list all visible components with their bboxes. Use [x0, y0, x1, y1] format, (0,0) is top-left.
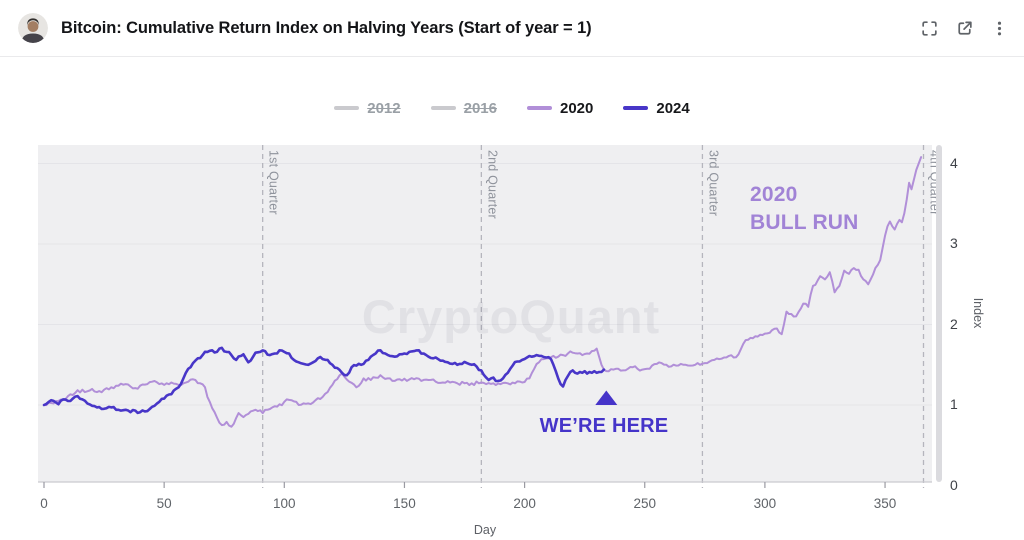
legend-swatch: [623, 106, 649, 110]
legend-swatch: [430, 106, 456, 110]
legend-item-2020[interactable]: 2020: [527, 100, 593, 117]
plot-area[interactable]: [0, 140, 1024, 540]
chart-legend: 2012 2016 2020 2024: [0, 96, 1024, 120]
x-tick-label: 350: [873, 496, 897, 511]
x-tick-label: 200: [513, 496, 536, 511]
fullscreen-button[interactable]: [915, 14, 944, 43]
x-tick-label: 100: [273, 496, 296, 511]
x-tick-label: 0: [40, 496, 48, 511]
annotation-2020-bull-run-line2: BULL RUN: [750, 211, 859, 234]
annotation-2020-bull-run: 2020 BULL RUN: [750, 181, 859, 237]
legend-label: 2012: [367, 99, 401, 117]
x-tick-label: 150: [393, 496, 416, 511]
quarter-line-label: 1st Quarter: [266, 150, 281, 215]
y-tick-label: 0: [950, 476, 958, 493]
annotation-were-here: WE’RE HERE: [539, 415, 669, 437]
legend-label: 2020: [560, 99, 594, 117]
open-in-new-button[interactable]: [950, 14, 979, 43]
avatar[interactable]: [18, 13, 48, 43]
legend-item-2024[interactable]: 2024: [623, 99, 690, 117]
y-tick-label: 3: [950, 235, 958, 251]
annotation-2020-bull-run-line1: 2020: [750, 183, 798, 206]
x-tick-label: 300: [753, 496, 777, 511]
quarter-line-label: 2nd Quarter: [485, 150, 500, 219]
more-options-button[interactable]: [985, 14, 1014, 43]
fullscreen-icon: [922, 21, 937, 36]
legend-label: 2016: [463, 99, 497, 117]
x-tick-label: 250: [633, 496, 657, 511]
open-in-new-icon: [958, 21, 972, 35]
more-options-icon: [997, 21, 1002, 36]
y-axis-title: Index: [971, 297, 985, 329]
y-tick-label: 4: [950, 154, 958, 171]
x-tick-label: 50: [156, 496, 172, 511]
legend-item-2012[interactable]: 2012: [334, 99, 401, 117]
y-zoom-slider[interactable]: [936, 145, 942, 482]
legend-label: 2024: [656, 99, 690, 117]
y-tick-label: 2: [950, 315, 958, 332]
header-actions: [915, 0, 1014, 57]
legend-swatch: [527, 106, 552, 110]
legend-item-2016[interactable]: 2016: [430, 99, 497, 117]
quarter-line-label: 3rd Quarter: [706, 150, 721, 217]
avatar-photo: [18, 13, 48, 43]
header: Bitcoin: Cumulative Return Index on Halv…: [0, 0, 1024, 57]
chart-title: Bitcoin: Cumulative Return Index on Halv…: [61, 18, 592, 37]
legend-swatch: [334, 106, 360, 110]
y-tick-label: 1: [950, 396, 958, 412]
were-here-marker: [595, 390, 618, 406]
x-axis-title: Day: [473, 523, 497, 537]
